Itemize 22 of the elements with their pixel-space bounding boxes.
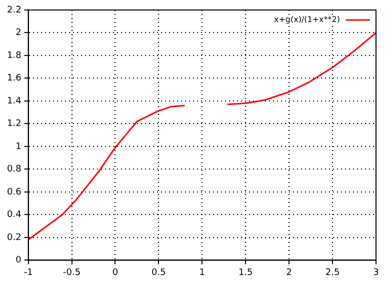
x-tick-label: -1: [24, 268, 33, 278]
y-tick-label: 1.2: [6, 119, 22, 130]
x-tick-label: 0.5: [152, 268, 166, 278]
y-tick-label: 0: [16, 256, 22, 266]
x-tick-label: -0.5: [62, 268, 81, 278]
x-tick-label: 1: [199, 268, 206, 278]
x-tick-label: 2: [286, 268, 292, 278]
y-tick-label: 1.4: [6, 96, 22, 106]
y-tick-label: 1: [16, 142, 22, 152]
x-tick-label: 2.5: [325, 268, 340, 278]
y-tick-label: 1.8: [6, 50, 22, 61]
x-tick-label: 0: [112, 268, 118, 278]
y-tick-label: 2.2: [6, 5, 22, 16]
y-tick-label: 2: [16, 28, 22, 38]
y-tick-label: 0.4: [6, 210, 22, 220]
y-tick-label: 0.6: [6, 187, 22, 198]
y-tick-label: 0.8: [6, 164, 22, 175]
x-tick-label: 1.5: [238, 268, 253, 278]
legend-label: x+g(x)/(1+x**2): [274, 15, 340, 24]
y-tick-label: 0.2: [6, 232, 22, 243]
y-tick-label: 1.6: [6, 74, 22, 84]
x-tick-label: 3: [373, 268, 379, 278]
